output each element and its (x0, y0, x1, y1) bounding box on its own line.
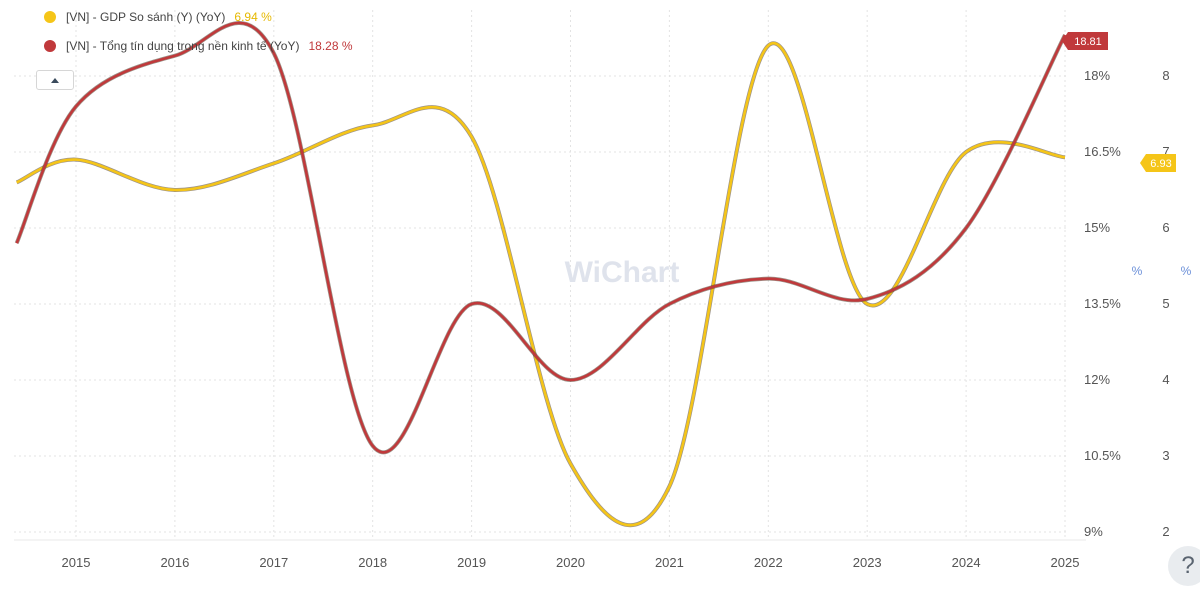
x-tick-label: 2021 (655, 555, 684, 570)
series-line-shadow (14, 20, 1067, 455)
legend-dot-gdp (44, 11, 56, 23)
left-axis-ticks: 18% 16.5% 15% 13.5% 12% 10.5% 9%% (1084, 68, 1143, 539)
x-tick-label: 2019 (457, 555, 486, 570)
legend-label-credit: [VN] - Tổng tín dụng trong nền kinh tế (… (66, 39, 300, 53)
watermark: WiChart (565, 256, 680, 289)
x-tick-label: 2020 (556, 555, 585, 570)
left-axis-tick-label: 16.5% (1084, 144, 1121, 159)
left-axis-tick-label: 12% (1084, 372, 1110, 387)
x-tick-label: 2022 (754, 555, 783, 570)
end-label-text: 6.93 (1150, 158, 1171, 170)
left-axis-tick-label: 10.5% (1084, 448, 1121, 463)
x-tick-label: 2024 (952, 555, 981, 570)
help-button[interactable]: ? (1168, 546, 1200, 586)
x-tick-label: 2018 (358, 555, 387, 570)
right-axis-tick-label: 8 (1162, 68, 1169, 83)
legend-item-credit[interactable]: [VN] - Tổng tín dụng trong nền kinh tế (… (44, 37, 353, 55)
end-label-box (1140, 154, 1176, 172)
series-line-gdp (16, 41, 1066, 527)
series-end-labels: 6.93 18.81 (1062, 32, 1176, 172)
end-label-text: 18.81 (1074, 36, 1102, 48)
right-axis-unit: % (1181, 264, 1192, 278)
x-tick-label: 2025 (1051, 555, 1080, 570)
grid-lines (14, 10, 1086, 541)
right-axis-tick-label: 2 (1162, 524, 1169, 539)
x-tick-label: 2017 (259, 555, 288, 570)
end-label-gdp: 6.93 (1140, 154, 1176, 172)
x-tick-label: 2015 (62, 555, 91, 570)
legend-dot-credit (44, 40, 56, 52)
x-tick-label: 2023 (853, 555, 882, 570)
right-axis-ticks: 8 7 6 5 4 3 2% (1162, 68, 1191, 539)
legend-value-gdp: 6.94 % (234, 10, 272, 24)
left-axis-unit: % (1132, 264, 1143, 278)
series-line-credit (15, 21, 1067, 454)
right-axis-tick-label: 5 (1162, 296, 1169, 311)
right-axis-tick-label: 6 (1162, 220, 1169, 235)
collapse-legend-button[interactable] (36, 70, 74, 90)
left-axis-tick-label: 15% (1084, 220, 1110, 235)
right-axis-tick-label: 4 (1162, 372, 1169, 387)
end-label-box (1062, 32, 1108, 50)
legend-value-credit: 18.28 % (308, 39, 353, 53)
right-axis-tick-label: 7 (1162, 144, 1169, 159)
x-tick-label: 2016 (160, 555, 189, 570)
legend: [VN] - GDP So sánh (Y) (YoY) 6.94 % [VN]… (44, 8, 353, 66)
chevron-up-icon (51, 77, 59, 83)
left-axis-tick-label: 18% (1084, 68, 1110, 83)
left-axis-tick-label: 9% (1084, 524, 1103, 539)
left-axis-tick-label: 13.5% (1084, 296, 1121, 311)
legend-item-gdp[interactable]: [VN] - GDP So sánh (Y) (YoY) 6.94 % (44, 8, 353, 26)
x-axis-ticks: 2015 2016 2017 2018 2019 2020 2021 2022 2023 2024… (62, 555, 1080, 570)
legend-label-gdp: [VN] - GDP So sánh (Y) (YoY) (66, 10, 226, 24)
right-axis-tick-label: 3 (1162, 448, 1169, 463)
end-label-credit: 18.81 (1062, 32, 1108, 50)
series-lines (14, 20, 1067, 528)
